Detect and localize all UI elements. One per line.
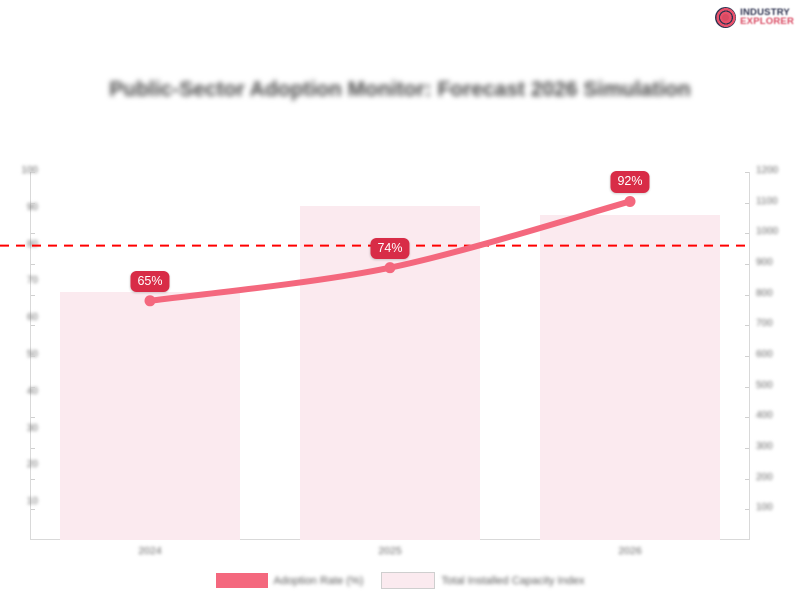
axis-tick-mark xyxy=(31,202,35,204)
y-axis-right-tick: 600 xyxy=(756,349,773,360)
brand-logo: INDUSTRY EXPLORER xyxy=(715,4,794,30)
y-axis-left-tick: 10 xyxy=(26,496,38,508)
y-axis-right-tick: 200 xyxy=(756,471,773,483)
legend-item-2[interactable]: Total Installed Capacity Index xyxy=(381,572,584,589)
brand-logo-icon xyxy=(715,6,737,28)
legend-item-1[interactable]: Adoption Rate (%) xyxy=(215,573,364,588)
axis-tick-mark xyxy=(745,233,749,235)
y-axis-right-tick: 500 xyxy=(756,379,773,391)
chart-title: Public-Sector Adoption Monitor: Forecast… xyxy=(109,78,691,101)
data-label-2024: 65% xyxy=(130,270,170,293)
y-axis-left-tick: 40 xyxy=(26,385,38,397)
axis-tick-mark xyxy=(745,509,749,511)
brand-name-line-1: INDUSTRY xyxy=(740,6,790,18)
y-axis-left-tick: 100 xyxy=(21,165,38,176)
axis-tick-mark xyxy=(31,356,35,357)
y-axis-right-tick: 300 xyxy=(756,441,773,452)
y-axis-right-tick: 1200 xyxy=(756,165,779,176)
axis-tick-mark xyxy=(745,172,749,173)
y-axis-left-tick: 70 xyxy=(26,275,38,287)
y-axis-right-tick: 400 xyxy=(756,410,773,422)
y-axis-right-tick: 800 xyxy=(756,287,773,299)
chart-legend: Adoption Rate (%) Total Installed Capacit… xyxy=(0,572,800,589)
bar-2024[interactable] xyxy=(60,291,240,540)
legend-label: Total Installed Capacity Index xyxy=(441,574,585,587)
axis-tick-mark xyxy=(31,417,35,419)
y-axis-left-tick: 50 xyxy=(26,349,38,360)
axis-tick-mark xyxy=(31,448,35,449)
axis-tick-mark xyxy=(31,478,35,480)
y-axis-left-tick: 80 xyxy=(26,238,38,250)
line-series-layer xyxy=(0,195,751,307)
line-point-2025[interactable] xyxy=(384,262,396,274)
axis-tick-mark xyxy=(745,325,749,327)
y-axis-left-tick: 30 xyxy=(26,422,38,434)
y-axis-left-tick: 60 xyxy=(26,312,38,324)
y-axis-right-tick: 1100 xyxy=(756,195,778,207)
y-axis-right-tick: 1000 xyxy=(756,226,779,238)
axis-tick-mark xyxy=(31,386,35,388)
axis-tick-mark xyxy=(745,202,749,204)
line-point-2026[interactable] xyxy=(624,195,636,207)
axis-tick-mark xyxy=(31,294,35,296)
bar-2025[interactable] xyxy=(300,205,480,540)
axis-tick-mark xyxy=(31,509,35,511)
legend-swatch-icon xyxy=(381,572,436,589)
x-axis-label-2024: 2024 xyxy=(138,545,162,557)
brand-logo-wordmark: INDUSTRY EXPLORER xyxy=(740,6,794,27)
y-axis-left-line xyxy=(30,172,31,540)
y-axis-right-line xyxy=(749,172,750,540)
legend-label: Adoption Rate (%) xyxy=(273,574,364,587)
axis-tick-mark xyxy=(31,264,35,265)
axis-tick-mark xyxy=(745,294,749,296)
axis-tick-mark xyxy=(745,478,749,480)
y-axis-right-tick: 700 xyxy=(756,318,773,330)
axis-tick-mark xyxy=(745,386,749,388)
axis-tick-mark xyxy=(745,356,749,357)
axis-tick-mark xyxy=(745,264,749,265)
axis-tick-mark xyxy=(745,448,749,449)
plot-area xyxy=(0,172,751,540)
legend-swatch-icon xyxy=(215,573,268,588)
y-axis-right-tick: 100 xyxy=(756,502,773,514)
bar-2026[interactable] xyxy=(540,214,720,540)
axis-tick-mark xyxy=(31,325,35,327)
line-point-2024[interactable] xyxy=(144,295,156,307)
axis-tick-mark xyxy=(31,172,35,173)
y-axis-right-tick: 900 xyxy=(756,257,773,268)
data-label-2025: 74% xyxy=(370,237,410,260)
x-axis-label-2026: 2026 xyxy=(618,545,642,557)
y-axis-left-tick: 20 xyxy=(26,459,38,471)
axis-tick-mark xyxy=(31,233,35,235)
y-axis-left-tick: 90 xyxy=(26,201,38,213)
x-axis-label-2025: 2025 xyxy=(378,545,402,557)
brand-name-line-2: EXPLORER xyxy=(740,16,794,27)
data-label-2026: 92% xyxy=(610,171,650,193)
axis-tick-mark xyxy=(745,417,749,419)
